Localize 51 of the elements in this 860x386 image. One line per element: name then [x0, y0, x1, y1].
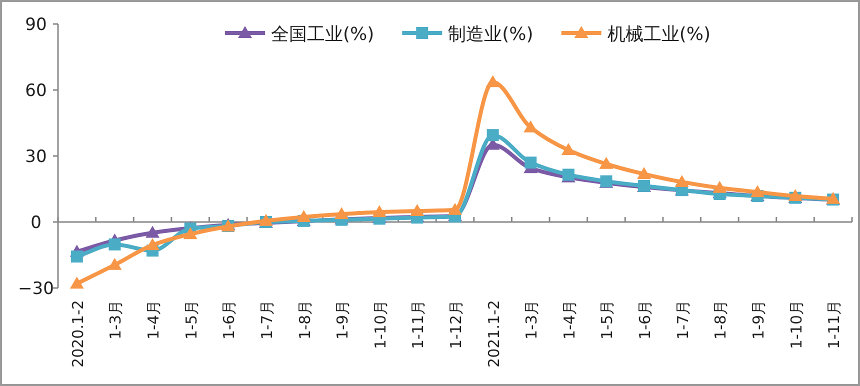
x-tick-label: 1-8月 [296, 300, 314, 340]
x-tick-label: 1-3月 [106, 300, 125, 340]
point [486, 129, 499, 142]
y-tick-label: 60 [25, 81, 47, 101]
point [524, 120, 538, 132]
y-tick-label: −30 [18, 279, 54, 299]
point [146, 238, 160, 250]
x-tick-label: 1-4月 [144, 300, 163, 340]
x-tick-label: 1-8月 [712, 300, 730, 340]
x-tick-label: 2021.1-2 [484, 300, 503, 368]
x-tick-label: 1-11月 [825, 300, 844, 350]
point [524, 156, 537, 169]
point [108, 238, 121, 250]
x-tick-label: 1-5月 [598, 300, 616, 340]
point [674, 174, 689, 187]
point [486, 75, 500, 88]
point [599, 156, 614, 169]
point [183, 227, 198, 240]
legend-label: 机械工业(%) [607, 24, 710, 45]
legend-label: 全国工业(%) [271, 24, 374, 45]
point [372, 205, 386, 218]
x-tick-label: 1-9月 [334, 300, 352, 340]
x-tick-label: 1-12月 [447, 300, 465, 350]
x-tick-label: 1-11月 [409, 300, 428, 350]
x-tick-label: 1-6月 [636, 300, 654, 340]
x-tick-label: 1-3月 [522, 300, 541, 340]
legend-label: 制造业(%) [448, 24, 534, 45]
x-tick-label: 1-7月 [258, 300, 276, 340]
x-tick-label: 2020.1-2 [68, 300, 87, 368]
x-tick-label: 1-10月 [787, 300, 806, 350]
point [410, 204, 424, 216]
point [146, 226, 160, 238]
point [70, 276, 84, 289]
x-tick-label: 1-7月 [674, 300, 692, 340]
point [750, 185, 764, 198]
x-tick-label: 1-9月 [749, 300, 768, 340]
y-tick-label: 30 [25, 147, 47, 167]
point [296, 210, 311, 222]
y-tick-label: 90 [25, 15, 47, 35]
point [70, 250, 83, 263]
point [561, 143, 576, 156]
x-tick-label: 1-10月 [371, 300, 390, 350]
point [712, 180, 727, 193]
point [334, 207, 349, 220]
y-tick-label: 0 [30, 213, 42, 233]
point [637, 167, 652, 180]
x-tick-label: 1-4月 [560, 300, 578, 340]
x-tick-label: 1-5月 [182, 300, 200, 340]
point [448, 202, 462, 215]
point [108, 258, 122, 270]
x-tick-label: 1-6月 [220, 300, 238, 340]
